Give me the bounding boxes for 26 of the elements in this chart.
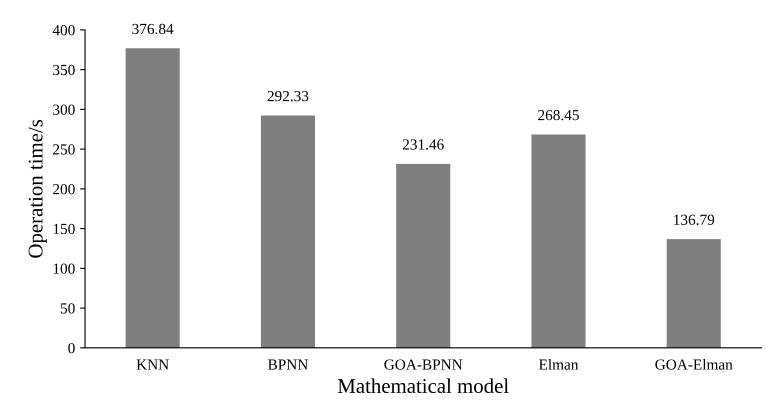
bar [666, 239, 721, 348]
y-tick-label: 200 [53, 184, 75, 194]
data-label: 292.33 [268, 91, 308, 102]
y-tick-label: 350 [53, 64, 75, 76]
data-label: 376.84 [132, 24, 174, 34]
data-label: 268.45 [538, 110, 579, 120]
x-tick-label: GOA-BPNN [384, 359, 462, 370]
y-tick-label: 400 [52, 25, 75, 36]
bar [531, 134, 586, 348]
x-tick-label: BPNN [268, 360, 308, 370]
y-axis-title: Operation time/s [28, 120, 47, 258]
data-label: 136.79 [674, 214, 714, 225]
y-tick-label: 0 [68, 342, 75, 354]
y-tick-label: 150 [54, 224, 75, 234]
x-axis-title: Mathematical model [338, 378, 509, 394]
y-tick-label: 300 [53, 104, 75, 115]
y-tick-label: 50 [60, 303, 75, 314]
x-tick-label: GOA-Elman [655, 358, 733, 370]
x-tick-label: Elman [538, 358, 578, 370]
bar [260, 115, 315, 348]
bar [396, 164, 450, 348]
bar [126, 48, 180, 348]
y-tick-label: 100 [54, 264, 75, 274]
data-label: 231.46 [402, 139, 444, 150]
y-tick-label: 250 [53, 144, 75, 155]
x-tick-label: KNN [136, 360, 169, 370]
